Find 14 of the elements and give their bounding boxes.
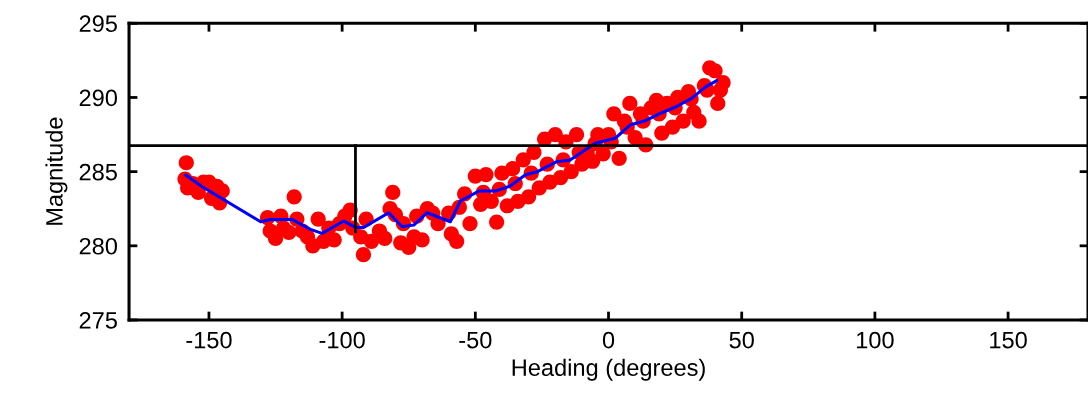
- x-tick-label: 100: [857, 331, 894, 349]
- x-tick-label: -50: [459, 331, 492, 349]
- y-tick-label: 275: [79, 312, 117, 329]
- x-tick-label: 0: [602, 331, 615, 349]
- y-tick-label: 280: [79, 237, 118, 255]
- x-tick-label: 150: [990, 331, 1027, 349]
- y-axis-title: Magnitude: [45, 117, 68, 225]
- y-tick-label: 290: [79, 89, 118, 107]
- y-tick-label: 295: [79, 15, 117, 33]
- x-axis-title: Heading (degrees): [512, 358, 705, 381]
- y-tick-label: 285: [79, 163, 117, 181]
- x-tick-label: 50: [729, 331, 754, 349]
- x-tick-label: -100: [319, 331, 365, 349]
- x-tick-label: -150: [186, 331, 232, 349]
